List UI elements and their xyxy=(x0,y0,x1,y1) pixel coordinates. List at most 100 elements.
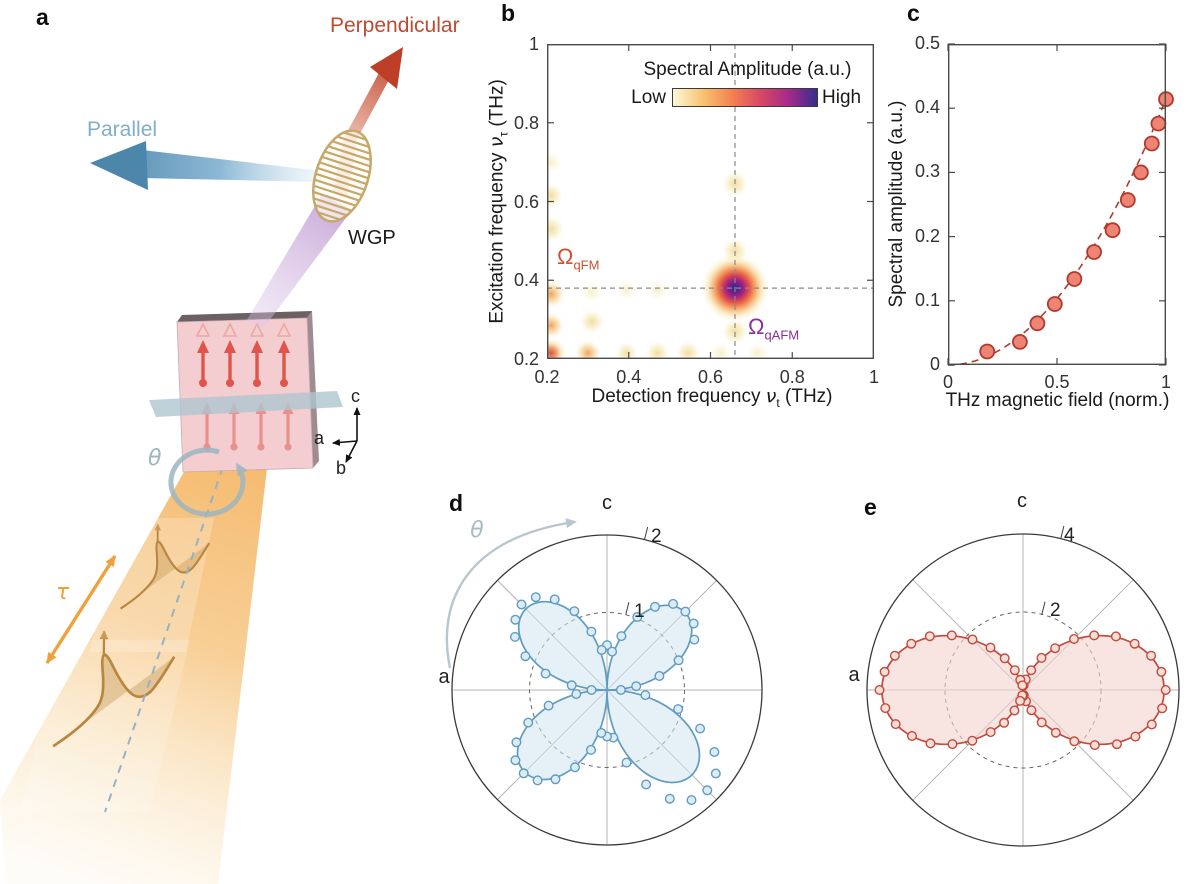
polar-data-point xyxy=(673,704,684,715)
c-data-point xyxy=(1104,222,1121,239)
polar-data-point xyxy=(616,631,627,642)
polar-data-point xyxy=(1146,719,1157,730)
spectral-peak xyxy=(547,312,565,339)
polar-data-point xyxy=(530,592,541,603)
panel-c-scatter xyxy=(947,43,1174,366)
polar-data-point xyxy=(621,757,632,768)
omega-symbol: Ω xyxy=(557,244,574,269)
c-data-point xyxy=(1143,135,1160,152)
spectral-peak xyxy=(547,216,565,243)
polar-data-point xyxy=(673,655,684,666)
axis-b-label: b xyxy=(336,458,347,478)
polar-data-point xyxy=(532,775,543,786)
polar-data-point xyxy=(509,631,520,642)
panel-label-c: c xyxy=(907,0,920,26)
polar-data-point xyxy=(686,795,697,806)
polar-data-point xyxy=(664,793,675,804)
d-rtick-1: 1 xyxy=(634,601,645,622)
theta-label: θ xyxy=(148,446,162,471)
polar-data-point xyxy=(631,681,642,692)
c-y-tick-label: 0.2 xyxy=(914,225,940,246)
thz-pulse-waveform xyxy=(119,523,211,610)
polar-data-point xyxy=(879,666,890,677)
polar-data-point xyxy=(689,634,700,645)
polar-data-point xyxy=(1009,665,1020,676)
polar-data-point xyxy=(1050,727,1061,738)
spectral-peak xyxy=(646,279,669,302)
polar-data-point xyxy=(1146,650,1157,661)
polar-data-point xyxy=(668,598,679,609)
polar-data-point xyxy=(571,688,582,699)
polar-data-point xyxy=(1129,638,1140,649)
b-x-tick-label: 0.6 xyxy=(697,367,724,387)
polar-data-point xyxy=(1130,731,1141,742)
theta-sweep-arrow xyxy=(445,518,577,669)
polar-data-point xyxy=(924,631,935,642)
bc-plane xyxy=(149,391,343,417)
c-data-point xyxy=(1150,115,1167,132)
c-y-tick-label: 0.3 xyxy=(914,161,940,182)
polar-data-point xyxy=(543,700,554,711)
polar-data-point xyxy=(702,785,713,796)
b-x-tick-label: 0.2 xyxy=(534,367,560,387)
b-xaxis-title: Detection frequency νt (THz) xyxy=(550,385,874,410)
c-x-tick-label: 0 xyxy=(942,372,953,392)
qafm-sub: qAFM xyxy=(764,327,800,343)
panel-d-polar xyxy=(445,518,763,846)
panel-a-diagram xyxy=(0,47,403,884)
polar-data-point xyxy=(1050,643,1061,654)
b-x-tick-label: 0.8 xyxy=(779,367,805,387)
polar-data-point xyxy=(641,779,652,790)
polar-data-point xyxy=(615,684,626,695)
spectral-peak xyxy=(580,309,604,334)
polar-data-point xyxy=(906,638,917,649)
polar-data-point xyxy=(540,668,551,679)
spectral-peak xyxy=(645,341,670,359)
polar-data-point xyxy=(947,739,958,750)
e-a-axis-label: a xyxy=(848,664,860,686)
polar-outer-circle xyxy=(866,533,1180,847)
spectral-peak xyxy=(746,342,769,359)
spectral-peak xyxy=(722,318,748,345)
c-fit-curve xyxy=(947,98,1167,366)
polar-data-point xyxy=(907,730,918,741)
polar-data-point xyxy=(874,684,885,695)
c-data-point xyxy=(1119,192,1136,208)
polar-data-point xyxy=(510,755,521,766)
c-data-point xyxy=(1029,315,1046,332)
c-x-tick-label: 1 xyxy=(1160,372,1171,392)
panel-label-e: e xyxy=(864,494,877,520)
reflected-beam xyxy=(247,194,352,329)
panel-b-heatmap xyxy=(547,44,874,359)
spectral-peak xyxy=(547,280,566,308)
polar-rtick-leader xyxy=(625,602,630,615)
polar-outer-circle xyxy=(451,534,763,846)
polar-data-point xyxy=(688,618,699,629)
polar-data-point xyxy=(1015,695,1026,706)
polar-data-point xyxy=(1069,736,1080,747)
polar-model-curve xyxy=(516,600,701,784)
nu-symbol: ν xyxy=(485,136,508,148)
polar-data-point xyxy=(1156,666,1167,677)
polar-data-point xyxy=(549,594,560,605)
c-data-point xyxy=(979,343,996,360)
e-c-axis-label: c xyxy=(1017,490,1027,512)
d-theta-label: θ xyxy=(470,518,484,543)
c-y-tick-label: 0.5 xyxy=(914,33,940,53)
wgp-label: WGP xyxy=(348,227,396,249)
polar-data-point xyxy=(1026,705,1037,716)
b-y-tick-label: 0.4 xyxy=(513,270,539,291)
omega-symbol: Ω xyxy=(748,314,765,339)
spectral-peak xyxy=(574,340,601,359)
spectral-peak xyxy=(722,237,748,264)
colorbar-gradient xyxy=(672,88,818,107)
panel-label-a: a xyxy=(36,4,49,30)
colorbar-high-label: High xyxy=(822,87,862,108)
spectral-peak xyxy=(676,341,700,359)
spin-arrows-front xyxy=(195,322,292,387)
polar-data-point xyxy=(632,611,643,622)
polar-data-point xyxy=(585,744,596,755)
polar-data-point xyxy=(985,727,996,738)
polar-data-point xyxy=(640,690,651,701)
